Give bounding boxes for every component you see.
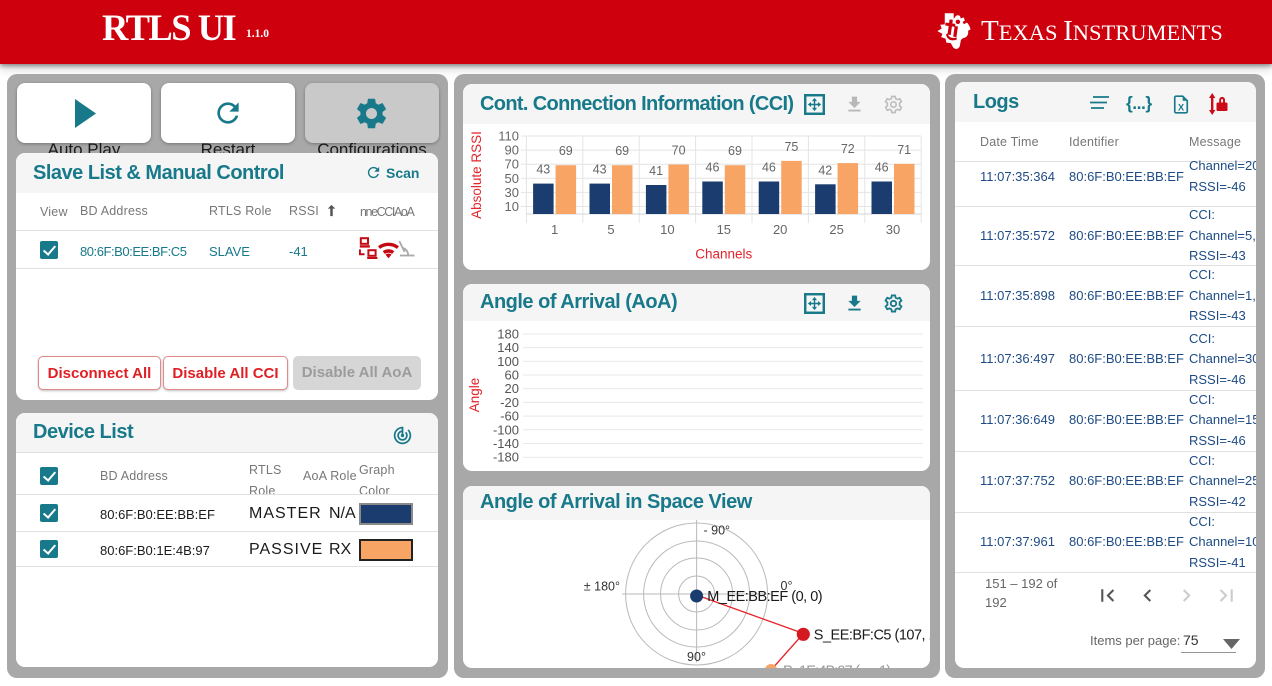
svg-text:-140: -140 [493, 436, 519, 451]
svg-text:30: 30 [505, 185, 519, 200]
svg-text:P_1E:4B:97 (—, 1): P_1E:4B:97 (—, 1) [783, 664, 890, 669]
svg-text:25: 25 [829, 222, 843, 237]
svg-text:-180: -180 [493, 450, 519, 465]
svg-text:100: 100 [497, 354, 519, 369]
svg-text:Channels: Channels [695, 247, 752, 262]
svg-text:S_EE:BF:C5 (107, 1): S_EE:BF:C5 (107, 1) [814, 627, 930, 643]
svg-text:10: 10 [660, 222, 674, 237]
svg-text:0°: 0° [781, 579, 793, 593]
svg-text:-100: -100 [493, 422, 519, 437]
svg-text:43: 43 [536, 163, 550, 177]
svg-text:75: 75 [784, 140, 798, 154]
svg-text:46: 46 [875, 161, 889, 175]
svg-text:30: 30 [886, 222, 900, 237]
svg-text:90: 90 [505, 143, 519, 158]
svg-text:69: 69 [559, 144, 573, 158]
svg-text:1: 1 [551, 222, 558, 237]
svg-text:-20: -20 [500, 395, 519, 410]
svg-text:140: 140 [497, 340, 519, 355]
svg-text:46: 46 [706, 161, 720, 175]
svg-text:69: 69 [615, 144, 629, 158]
svg-text:72: 72 [841, 142, 855, 156]
svg-text:5: 5 [607, 222, 614, 237]
svg-text:46: 46 [762, 161, 776, 175]
svg-text:60: 60 [505, 368, 519, 383]
svg-text:71: 71 [897, 143, 911, 157]
svg-text:Angle: Angle [467, 378, 482, 413]
svg-text:10: 10 [505, 199, 519, 214]
svg-text:20: 20 [505, 381, 519, 396]
svg-text:43: 43 [593, 163, 607, 177]
svg-text:-60: -60 [500, 409, 519, 424]
svg-text:15: 15 [717, 222, 731, 237]
svg-text:- 90°: - 90° [704, 524, 731, 538]
svg-text:70: 70 [672, 144, 686, 158]
svg-text:70: 70 [505, 157, 519, 172]
svg-text:41: 41 [649, 164, 663, 178]
svg-text:90°: 90° [687, 650, 706, 664]
svg-text:20: 20 [773, 222, 787, 237]
svg-text:42: 42 [818, 163, 832, 177]
svg-text:50: 50 [505, 171, 519, 186]
svg-text:± 180°: ± 180° [584, 580, 620, 594]
svg-text:Absolute RSSI: Absolute RSSI [469, 131, 484, 219]
svg-text:69: 69 [728, 144, 742, 158]
svg-text:110: 110 [498, 129, 519, 144]
svg-text:M_EE:BB:EF (0, 0): M_EE:BB:EF (0, 0) [707, 589, 822, 605]
svg-text:X: X [1178, 102, 1185, 112]
svg-text:180: 180 [497, 326, 519, 341]
